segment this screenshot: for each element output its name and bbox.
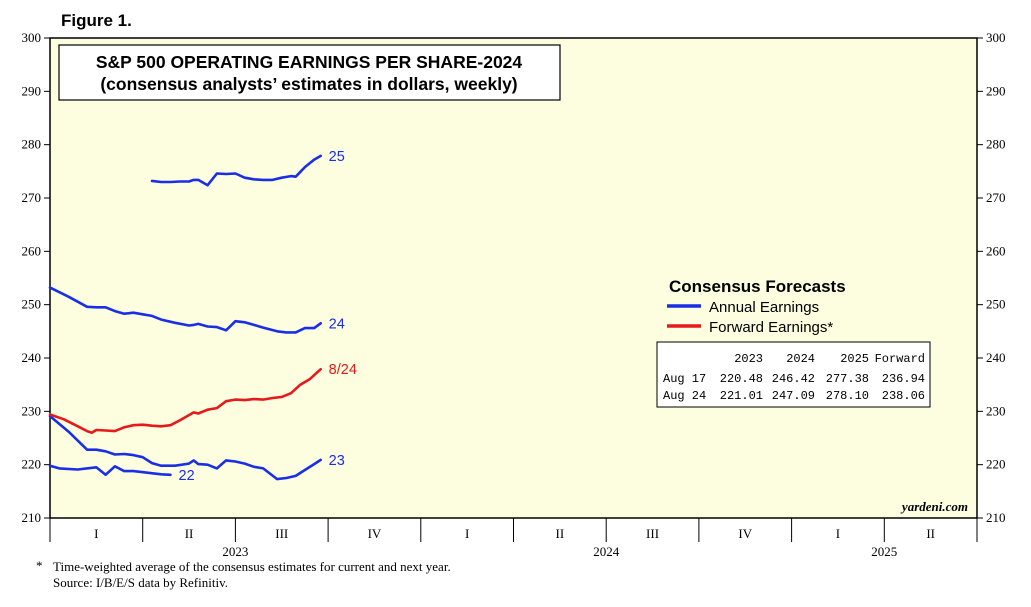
table-header-2025: 2025 [840,352,869,366]
y-tick-label-right: 300 [986,30,1006,45]
watermark: yardeni.com [900,499,968,514]
x-year-label: 2025 [871,544,897,559]
table-cell: 246.42 [772,372,815,386]
series-layer: 22 23 24 25 8/24 [48,149,357,484]
figure-label: Figure 1. [61,11,132,30]
x-quarter-label: II [556,526,565,541]
table-row-date: Aug 17 [663,372,706,386]
values-table-frame [656,341,931,408]
series-line-22 [48,464,172,477]
y-tick-label-left: 280 [22,137,42,152]
y-tick-label-right: 260 [986,243,1006,258]
series-end-label: 8/24 [329,362,357,378]
x-quarter-label: I [94,526,98,541]
series-line-25 [150,154,323,187]
x-quarter-label: I [836,526,840,541]
plot-area [49,37,978,519]
series-end-label: 25 [329,149,345,165]
table-header-forward: Forward [875,352,925,366]
y-axes: 210 210 220 220 230 230 240 240 250 250 260 260 270 2… [22,30,1006,525]
legend-title: Consensus Forecasts [669,277,846,296]
y-tick-label-left: 290 [22,83,42,98]
x-quarter-label: I [465,526,469,541]
footnote-line-1: Time-weighted average of the consensus e… [53,559,451,574]
table-cell: 220.48 [720,372,763,386]
table-cell: 247.09 [772,389,815,403]
footnote: * Time-weighted average of the consensus… [36,558,451,590]
y-tick-label-left: 210 [22,510,42,525]
y-tick-label-right: 290 [986,83,1006,98]
chart-title: S&P 500 OPERATING EARNINGS PER SHARE-202… [96,52,523,72]
x-quarter-label: IV [738,526,752,541]
chart-subtitle: (consensus analysts’ estimates in dollar… [100,74,517,94]
series-line-8-24 [48,367,323,435]
table-cell: 221.01 [720,389,763,403]
y-tick-label-left: 240 [22,350,42,365]
x-quarter-label: III [275,526,288,541]
title-box-frame [58,44,561,101]
table-row-date: Aug 24 [663,389,706,403]
x-year-label: 2024 [593,544,620,559]
y-tick-label-right: 270 [986,190,1006,205]
table-cell: 277.38 [826,372,869,386]
y-tick-label-right: 240 [986,350,1006,365]
values-table: 2023 2024 2025 Forward Aug 17 220.48 246… [656,341,931,408]
x-quarter-label: III [646,526,659,541]
series-end-label: 22 [179,468,195,484]
series-line-23 [48,414,323,481]
y-tick-label-right: 230 [986,403,1006,418]
series-line-24 [48,286,323,334]
table-cell: 278.10 [826,389,869,403]
footnote-star: * [36,558,43,573]
x-quarter-label: II [185,526,194,541]
legend-label-forward: Forward Earnings* [709,319,833,336]
table-header-2024: 2024 [786,352,815,366]
x-quarter-label: II [926,526,935,541]
table-cell: 238.06 [882,389,925,403]
table-header-2023: 2023 [734,352,763,366]
x-year-label: 2023 [222,544,248,559]
y-tick-label-left: 250 [22,297,42,312]
y-tick-label-left: 300 [22,30,42,45]
series-end-label: 23 [329,453,345,469]
y-tick-label-left: 230 [22,403,42,418]
footnote-line-2: Source: I/B/E/S data by Refinitiv. [53,575,228,590]
y-tick-label-right: 220 [986,457,1006,472]
legend-label-annual: Annual Earnings [709,299,819,316]
y-tick-label-right: 210 [986,510,1006,525]
y-tick-label-right: 280 [986,137,1006,152]
series-end-label: 24 [329,316,345,332]
y-tick-label-left: 220 [22,457,42,472]
legend: Consensus Forecasts Annual Earnings Forw… [667,277,846,336]
x-quarter-label: IV [368,526,382,541]
table-cell: 236.94 [882,372,925,386]
y-tick-label-left: 270 [22,190,42,205]
y-tick-label-left: 260 [22,243,42,258]
chart-title-box: S&P 500 OPERATING EARNINGS PER SHARE-202… [58,44,561,101]
y-tick-label-right: 250 [986,297,1006,312]
